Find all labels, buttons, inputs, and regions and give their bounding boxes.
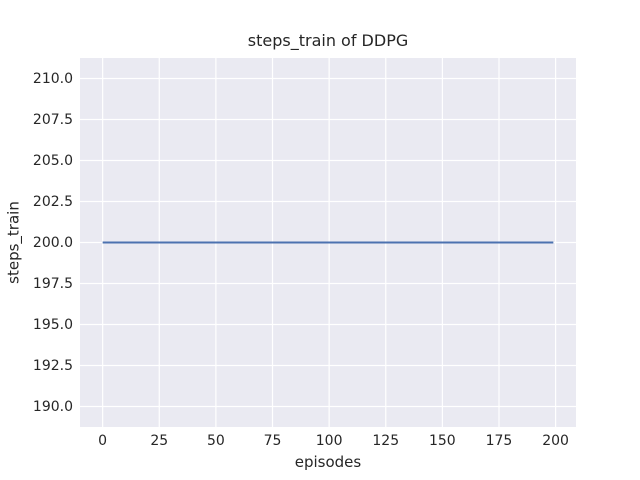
x-tick-label: 150 [428, 433, 456, 449]
y-tick-label: 190.0 [32, 398, 73, 415]
x-axis-label: episodes [294, 453, 362, 471]
chart-title: steps_train of DDPG [247, 31, 409, 50]
x-tick-label: 25 [150, 433, 169, 449]
x-tick-label: 175 [485, 433, 513, 449]
y-tick-label: 205.0 [32, 152, 73, 169]
x-tick-label: 0 [98, 433, 108, 449]
y-axis-label: steps_train [4, 201, 23, 284]
plot-area [80, 58, 576, 427]
x-tick-label: 50 [206, 433, 225, 449]
y-tick-label: 192.5 [32, 357, 73, 374]
x-tick-label: 200 [542, 433, 569, 449]
y-tick-label: 207.5 [32, 111, 73, 128]
x-tick-label: 125 [372, 433, 400, 449]
x-tick-label: 100 [315, 433, 343, 449]
plot-canvas [80, 58, 576, 427]
y-tick-label: 195.0 [32, 316, 73, 333]
x-tick-label: 75 [263, 433, 282, 449]
y-tick-label: 210.0 [32, 70, 73, 87]
